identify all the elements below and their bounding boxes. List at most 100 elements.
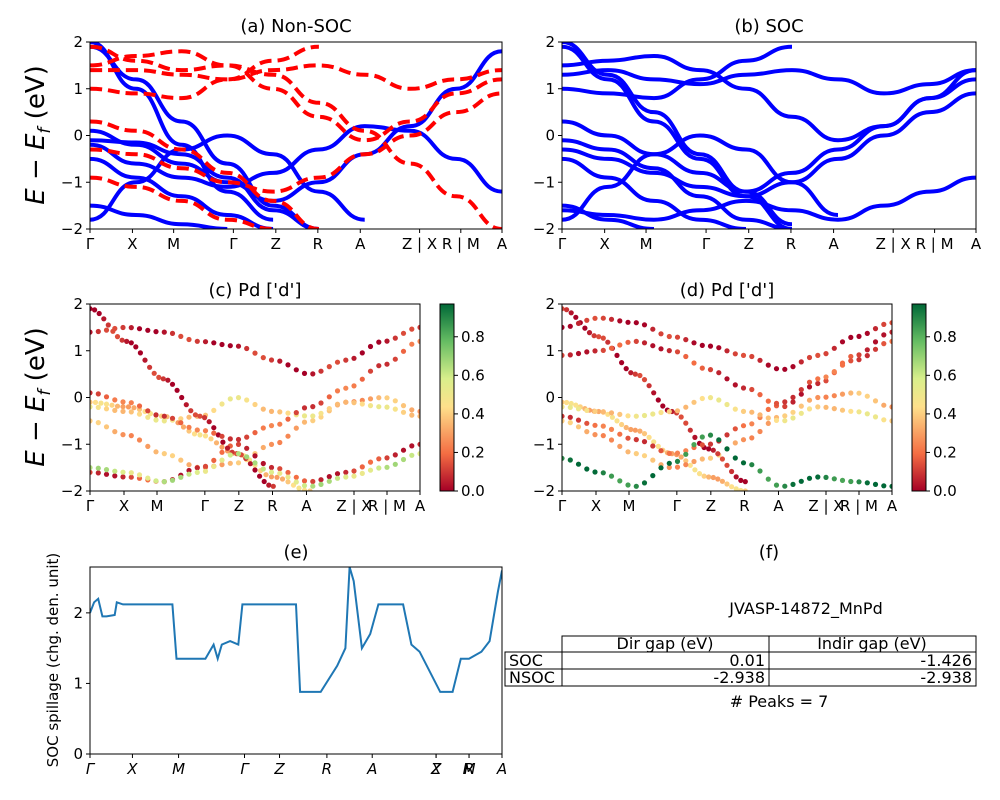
panel-c-point [103, 401, 110, 407]
panel-d-point [881, 321, 887, 327]
panel-c-point [244, 397, 250, 403]
panel-c-point [367, 403, 374, 409]
panel-d-point [839, 339, 846, 345]
panel-d-point [596, 334, 602, 340]
panel-c-point [227, 343, 233, 349]
panel-c-point [120, 432, 126, 438]
panel-d-point [617, 478, 623, 484]
panel-c-point [260, 460, 266, 467]
panel-d-point [678, 454, 684, 460]
panel-b-band-9 [562, 68, 976, 96]
panel-c-point [197, 413, 203, 419]
panel-d-point [806, 475, 813, 481]
panel-c-point [244, 345, 250, 352]
panel-c-point [169, 453, 176, 459]
panel-d-point [881, 483, 887, 489]
panel-a-xtick-label: Γ [86, 235, 95, 253]
panel-b-xtick-label: Z | X [876, 235, 911, 253]
panel-d-point [641, 453, 648, 459]
panel-d-ytick-label: −2 [533, 482, 555, 500]
panel-c-point [194, 469, 200, 475]
panel-c-point [161, 451, 167, 457]
panel-d-point [831, 369, 837, 375]
panel-d-point [790, 394, 796, 400]
panel-c-point [260, 425, 266, 431]
panel-c-point [376, 404, 382, 410]
panel-d-point [605, 339, 611, 345]
panel-a-plot [90, 42, 502, 229]
panel-d-point [782, 483, 788, 489]
panel-a-band-7 [90, 49, 502, 203]
panel-c-point [285, 362, 291, 368]
row-nsoc-dir: -2.938 [713, 668, 765, 687]
panel-d-point [608, 410, 615, 416]
header-dir-gap: Dir gap (eV) [617, 634, 714, 653]
panel-c-point [318, 368, 324, 374]
panel-d-point [567, 420, 573, 426]
panel-d-point [633, 483, 639, 489]
gap-table: Dir gap (eV) Indir gap (eV) SOC 0.01 -1.… [504, 634, 977, 687]
panel-c-point [252, 430, 258, 436]
panel-d-point [674, 450, 681, 456]
panel-d-point [591, 333, 597, 339]
panel-d-point [848, 390, 854, 396]
panel-c-point [257, 473, 263, 479]
panel-c-point [112, 397, 118, 403]
panel-d-point [872, 346, 879, 352]
panel-d-point [757, 357, 763, 363]
panel-c-point [103, 394, 110, 400]
panel-d-point [765, 362, 771, 368]
panel-d-point [790, 399, 796, 405]
panel-b-plot [562, 42, 976, 229]
panel-d-point [790, 481, 796, 487]
panel-c-point [417, 408, 420, 415]
panel-a-band-12 [90, 49, 502, 143]
panel-c-xtick-label: A [301, 497, 312, 515]
panel-d-point [732, 382, 738, 388]
panel-d-point [641, 377, 648, 383]
panel-d-point [625, 449, 631, 455]
panel-d-point [798, 403, 804, 409]
panel-a-band-6 [90, 42, 274, 222]
panel-c-point [227, 436, 233, 442]
panel-d-point [806, 397, 813, 403]
panel-e-xtick-label: Z [273, 760, 285, 778]
panel-c-point [161, 329, 167, 335]
panel-c-point [219, 341, 225, 348]
panel-c-point [136, 437, 143, 443]
panel-c-point [128, 400, 134, 406]
panel-d-point [562, 413, 565, 419]
panel-c-point [400, 348, 407, 354]
panel-c-point [334, 359, 341, 365]
panel-d-point [651, 390, 657, 396]
panel-c-point [285, 433, 291, 439]
panel-c-point [188, 408, 194, 414]
panel-d-point [641, 322, 648, 328]
panel-d-point [691, 458, 697, 465]
panel-c-point [293, 410, 299, 416]
panel-c-point [114, 334, 121, 340]
panel-d-point [856, 352, 862, 358]
panel-b-band-0 [562, 138, 793, 229]
panel-d-point [575, 417, 582, 423]
panel-d-point [608, 316, 615, 322]
panel-d-point [881, 402, 887, 408]
panel-d-point [732, 406, 738, 412]
panel-d-point [674, 349, 681, 355]
panel-b-band-5 [562, 53, 976, 143]
panel-c-point [128, 470, 134, 476]
panel-c-point [301, 370, 308, 376]
panel-d-point [592, 432, 598, 438]
panel-d-point [562, 352, 565, 358]
panel-e-xtick-label: R [464, 760, 474, 778]
panel-d-point [608, 426, 615, 432]
panel-d-point [691, 360, 697, 366]
panel-d-xtick-label: Z [706, 497, 716, 515]
panel-d-point [658, 409, 664, 416]
panel-a-xtick-label: R | M [442, 235, 480, 253]
panel-d-ytick-label: 1 [545, 342, 555, 360]
panel-c-point [277, 421, 283, 427]
panel-d-point [699, 442, 705, 448]
panel-e-xtick-label: X [126, 760, 138, 778]
